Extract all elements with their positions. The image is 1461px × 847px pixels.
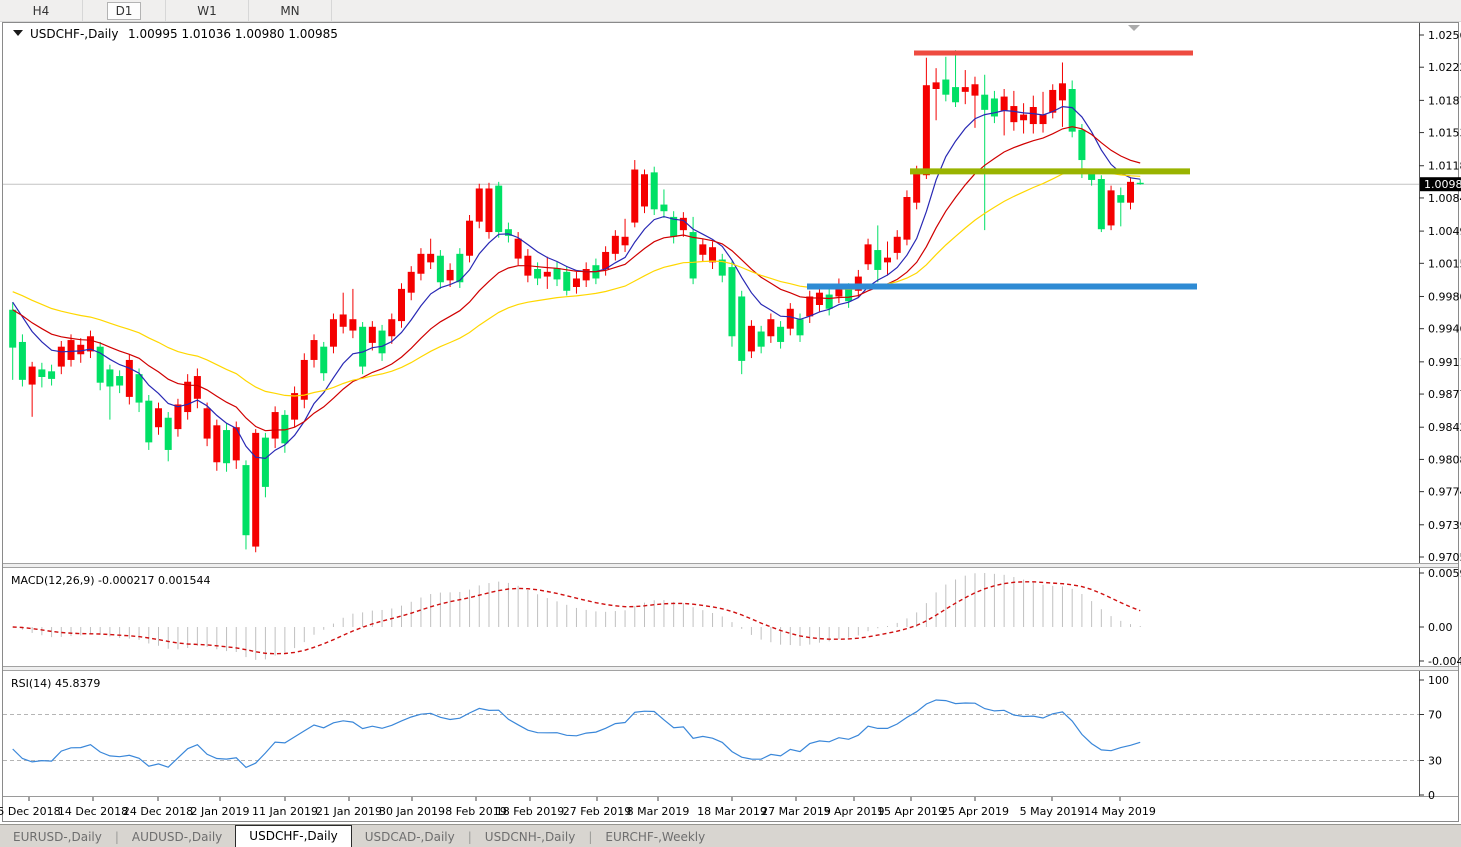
macd-label: MACD(12,26,9) -0.000217 0.001544 [11,574,210,587]
svg-text:14 May 2019: 14 May 2019 [1084,805,1156,818]
ma-mid-line [12,126,1141,432]
svg-text:8 Feb 2019: 8 Feb 2019 [445,805,506,818]
svg-text:1.00840: 1.00840 [1428,192,1461,205]
timeframe-toolbar: H4 D1 W1 MN [0,0,1461,22]
chart-tab-usdcnh-daily[interactable]: USDCNH-,Daily [484,830,576,844]
chart-tab-usdcad-daily[interactable]: USDCAD-,Daily [364,830,455,844]
svg-text:0.99460: 0.99460 [1428,323,1461,336]
svg-text:5 Dec 2018: 5 Dec 2018 [0,805,61,818]
svg-text:0.98080: 0.98080 [1428,453,1461,466]
timeframe-cell: MN [249,0,332,21]
svg-text:0: 0 [1428,789,1435,802]
chart-frame [2,22,1459,822]
svg-text:1.02560: 1.02560 [1428,29,1461,42]
svg-text:18 Mar 2019: 18 Mar 2019 [697,805,767,818]
tab-separator: | [467,830,472,844]
splitter-macd[interactable] [3,563,1458,567]
svg-text:1.00150: 1.00150 [1428,257,1461,270]
timeframe-cell: H4 [0,0,83,21]
svg-text:0.00597: 0.00597 [1428,567,1461,580]
svg-text:30: 30 [1428,755,1442,768]
chart-tab-eurchf-weekly[interactable]: EURCHF-,Weekly [605,830,706,844]
timeframe-button-mn[interactable]: MN [280,3,300,18]
ma-fast-line [12,105,1141,460]
timeframe-button-w1[interactable]: W1 [197,3,217,18]
svg-text:14 Dec 2018: 14 Dec 2018 [58,805,128,818]
svg-text:0.98770: 0.98770 [1428,388,1461,401]
ma-slow-line [12,168,1141,397]
svg-text:2 Jan 2019: 2 Jan 2019 [191,805,250,818]
timeframe-cell: W1 [166,0,249,21]
svg-text:27 Mar 2019: 27 Mar 2019 [761,805,831,818]
chart-shift-marker-icon [1128,25,1140,31]
current-price-badge [1420,177,1461,192]
chart-tab-usdchf-daily[interactable]: USDCHF-,Daily [235,825,352,847]
svg-text:100: 100 [1428,674,1449,687]
svg-text:0.99110: 0.99110 [1428,356,1461,369]
svg-text:0.98420: 0.98420 [1428,421,1461,434]
rsi-indicator: RSI(14) 45.8379 100 70 30 0 [3,674,1449,802]
svg-text:0.00: 0.00 [1428,621,1453,634]
svg-text:1.02220: 1.02220 [1428,61,1461,74]
timeframe-cell: D1 [83,0,166,21]
svg-text:21 Jan 2019: 21 Jan 2019 [316,805,382,818]
rsi-label: RSI(14) 45.8379 [11,677,100,690]
svg-text:5 Apr 2019: 5 Apr 2019 [823,805,884,818]
svg-text:5 May 2019: 5 May 2019 [1020,805,1085,818]
macd-signal-line [12,581,1141,655]
tab-separator: | [588,830,593,844]
svg-text:1.01180: 1.01180 [1428,160,1461,173]
svg-text:15 Apr 2019: 15 Apr 2019 [877,805,945,818]
macd-indicator: MACD(12,26,9) -0.000217 0.001544 0.00597 0… [11,567,1461,668]
svg-text:11 Jan 2019: 11 Jan 2019 [252,805,318,818]
chart-title: USDCHF-,Daily [30,27,118,41]
svg-text:18 Feb 2019: 18 Feb 2019 [496,805,564,818]
svg-text:24 Dec 2018: 24 Dec 2018 [123,805,193,818]
svg-text:0.97740: 0.97740 [1428,486,1461,499]
chart-tab-audusd-daily[interactable]: AUDUSD-,Daily [131,830,223,844]
svg-text:0.97390: 0.97390 [1428,519,1461,532]
splitter-rsi[interactable] [3,666,1458,670]
rsi-line [12,699,1141,769]
svg-text:25 Apr 2019: 25 Apr 2019 [941,805,1009,818]
chart-window: USDCHF-,Daily 1.00995 1.01036 1.00980 1.0… [0,21,1461,824]
svg-text:70: 70 [1428,709,1442,722]
timeframe-button-d1[interactable]: D1 [106,1,142,20]
svg-text:1.00985: 1.00985 [1424,178,1461,191]
collapse-triangle-icon[interactable] [13,30,23,36]
svg-text:1.01530: 1.01530 [1428,127,1461,140]
svg-text:8 Mar 2019: 8 Mar 2019 [627,805,690,818]
svg-text:1.01870: 1.01870 [1428,94,1461,107]
chart-tab-bar: EURUSD-,Daily | AUDUSD-,Daily USDCHF-,Daily… [0,824,1461,847]
svg-text:27 Feb 2019: 27 Feb 2019 [563,805,631,818]
svg-text:30 Jan 2019: 30 Jan 2019 [379,805,445,818]
price-scale[interactable]: 1.02560 1.02220 1.01870 1.01530 1.01180 1.008… [1419,29,1461,564]
svg-text:1.00490: 1.00490 [1428,225,1461,238]
svg-text:0.99800: 0.99800 [1428,290,1461,303]
tab-separator: | [114,830,119,844]
chart-ohlc-values: 1.00995 1.01036 1.00980 1.00985 [128,27,338,41]
timeframe-button-h4[interactable]: H4 [32,3,50,18]
chart-canvas[interactable]: USDCHF-,Daily 1.00995 1.01036 1.00980 1.0… [0,21,1461,824]
svg-text:-0.00424: -0.00424 [1428,655,1461,668]
svg-text:0.97050: 0.97050 [1428,551,1461,564]
chart-tab-eurusd-daily[interactable]: EURUSD-,Daily [13,830,102,844]
